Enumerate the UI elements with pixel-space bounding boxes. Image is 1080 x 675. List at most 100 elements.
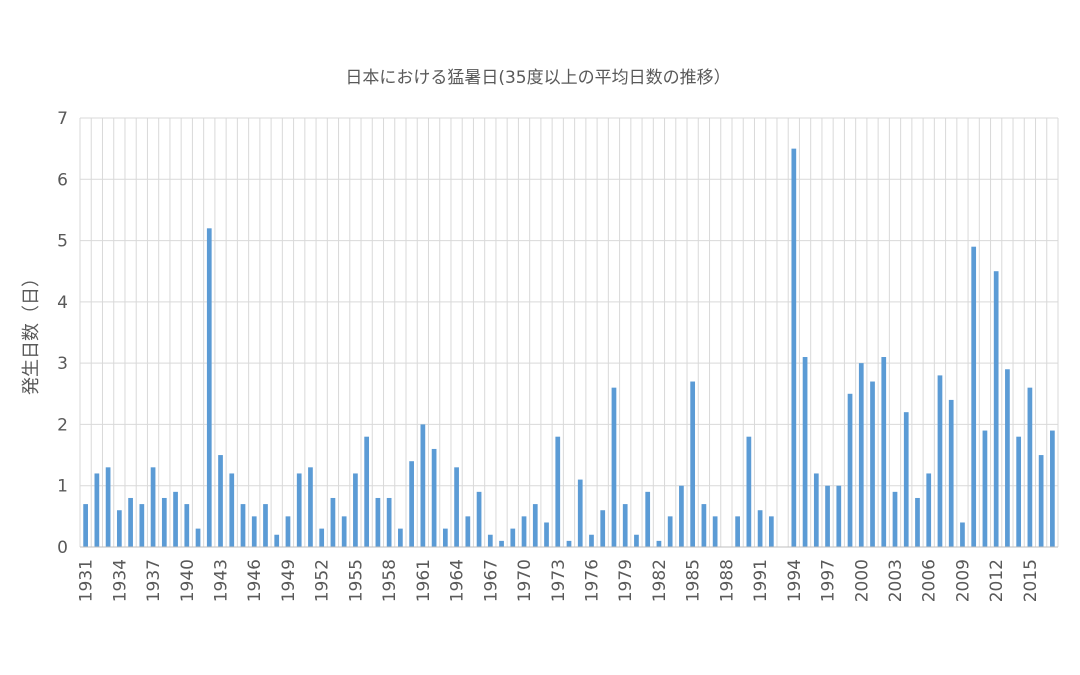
- bar-1953: 1953: 0.8: [330, 497, 336, 547]
- x-tick-label: 1949: [279, 559, 299, 602]
- bar-1998: 1998: 1: [836, 485, 842, 547]
- y-axis-label: 発生日数（日）: [21, 269, 42, 395]
- bar-2009: 2009: 0.4: [960, 522, 965, 547]
- bar-1951: 1951: 1.3: [308, 467, 313, 547]
- x-tick-label: 2006: [920, 559, 940, 602]
- x-tick-label: 1940: [178, 559, 198, 602]
- bar-1969: 1969: 0.3: [510, 528, 516, 547]
- bar-2011: 2011: 1.9: [982, 430, 988, 547]
- bar-1978: 1978: 2.6: [611, 387, 617, 547]
- bar-1959: 1959: 0.3: [398, 528, 403, 547]
- bar-1992: 1992: 0.5: [768, 516, 774, 547]
- bar-1973: 1973: 1.8: [555, 436, 561, 547]
- bar-1960: 1960: 1.4: [409, 461, 414, 547]
- x-tick-label: 1982: [650, 559, 670, 602]
- x-tick-label: 1943: [212, 559, 232, 602]
- bar-1991: 1991: 0.6: [757, 510, 763, 547]
- y-tick-label: 3: [57, 354, 68, 374]
- bar-1932: 1932: 1.2: [94, 473, 100, 547]
- bar-1989: 1989: 0.5: [735, 516, 740, 547]
- bar-1962: 1962: 1.6: [431, 448, 437, 547]
- x-tick-label: 1973: [549, 559, 569, 602]
- x-tick-label: 1967: [481, 559, 501, 602]
- bar-1935: 1935: 0.8: [128, 497, 133, 547]
- bar-1994: 1994: 6.5: [791, 148, 797, 547]
- bar-1939: 1939: 0.9: [173, 491, 178, 547]
- bar-2006: 2006: 1.2: [926, 473, 932, 547]
- bar-1946: 1946: 0.5: [251, 516, 257, 547]
- x-tick-label: 1946: [245, 559, 265, 602]
- x-tick-label: 1979: [616, 559, 636, 602]
- bars: 1931: 0.7 1932: 1.2 1933: 1.3 1934: 0.6 1935…: [83, 148, 1055, 548]
- x-tick-label: 1934: [110, 559, 130, 602]
- bar-1942: 1942: 5.2: [206, 228, 212, 548]
- bar-1987: 1987: 0.5: [712, 516, 718, 547]
- x-tick-label: 1991: [751, 559, 771, 602]
- y-tick-label: 5: [57, 232, 68, 252]
- bar-1980: 1980: 0.2: [634, 534, 639, 547]
- bar-1975: 1975: 1.1: [577, 479, 583, 547]
- bar-2008: 2008: 2.4: [948, 399, 954, 547]
- bar-2010: 2010: 4.9: [971, 246, 977, 547]
- bar-1958: 1958: 0.8: [386, 497, 392, 547]
- bar-1970: 1970: 0.5: [521, 516, 527, 547]
- bar-1977: 1977: 0.6: [600, 510, 606, 547]
- bar-1979: 1979: 0.7: [622, 504, 628, 547]
- bar-1967: 1967: 0.2: [487, 534, 493, 547]
- bar-1986: 1986: 0.7: [701, 504, 707, 547]
- bar-2001: 2001: 2.7: [870, 381, 875, 547]
- bar-1931: 1931: 0.7: [83, 504, 88, 547]
- bar-1968: 1968: 0.1: [499, 540, 504, 547]
- y-tick-label: 7: [57, 109, 68, 129]
- bar-1950: 1950: 1.2: [296, 473, 302, 547]
- bar-1985: 1985: 2.7: [690, 381, 696, 547]
- bar-1936: 1936: 0.7: [139, 504, 145, 547]
- bar-1961: 1961: 2: [420, 424, 426, 547]
- gridlines: [79, 117, 1059, 548]
- x-tick-label: 2000: [852, 559, 872, 602]
- bar-1966: 1966: 0.9: [476, 491, 482, 547]
- bar-1954: 1954: 0.5: [341, 516, 347, 547]
- bar-2012: 2012: 4.5: [993, 271, 999, 547]
- bar-1955: 1955: 1.2: [353, 473, 358, 547]
- y-tick-labels: 0 1 2 3 4 5 6 7: [57, 109, 68, 558]
- bar-1948: 1948: 0.2: [274, 534, 280, 547]
- bar-2000: 2000: 3: [858, 363, 864, 547]
- x-tick-label: 1988: [717, 559, 737, 602]
- bar-2003: 2003: 0.9: [892, 491, 898, 547]
- x-tick-label: 1958: [380, 559, 400, 602]
- bar-1976: 1976: 0.2: [589, 534, 594, 547]
- bar-1944: 1944: 1.2: [229, 473, 235, 547]
- x-tick-label: 1994: [785, 559, 805, 602]
- bar-1943: 1943: 1.5: [218, 455, 223, 547]
- bar-2017: 2017: 1.9: [1050, 430, 1055, 547]
- x-tick-label: 2009: [953, 559, 973, 602]
- bar-1940: 1940: 0.7: [184, 504, 190, 547]
- bar-2004: 2004: 2.2: [903, 412, 909, 547]
- bar-1996: 1996: 1.2: [813, 473, 819, 547]
- bar-1964: 1964: 1.3: [454, 467, 459, 547]
- x-tick-label: 1955: [346, 559, 366, 602]
- y-tick-label: 4: [57, 293, 68, 313]
- bar-1965: 1965: 0.5: [465, 516, 471, 547]
- x-tick-label: 2015: [1021, 559, 1041, 602]
- bar-1957: 1957: 0.8: [375, 497, 381, 547]
- bar-1933: 1933: 1.3: [105, 467, 111, 547]
- x-tick-label: 1976: [582, 559, 602, 602]
- x-tick-label: 1985: [684, 559, 704, 602]
- bar-1999: 1999: 2.5: [847, 393, 853, 547]
- bar-1952: 1952: 0.3: [319, 528, 325, 547]
- bar-1982: 1982: 0.1: [656, 540, 662, 547]
- y-tick-label: 0: [57, 538, 68, 558]
- bar-2007: 2007: 2.8: [937, 375, 943, 547]
- bar-1997: 1997: 1: [825, 485, 830, 547]
- bar-1995: 1995: 3.1: [802, 357, 808, 547]
- bar-1947: 1947: 0.7: [263, 504, 268, 547]
- x-tick-label: 1970: [515, 559, 535, 602]
- bar-2014: 2014: 1.8: [1016, 436, 1022, 547]
- x-tick-label: 1964: [448, 559, 468, 602]
- bar-1981: 1981: 0.9: [645, 491, 651, 547]
- y-tick-label: 2: [57, 415, 68, 435]
- bar-1984: 1984: 1: [679, 485, 684, 547]
